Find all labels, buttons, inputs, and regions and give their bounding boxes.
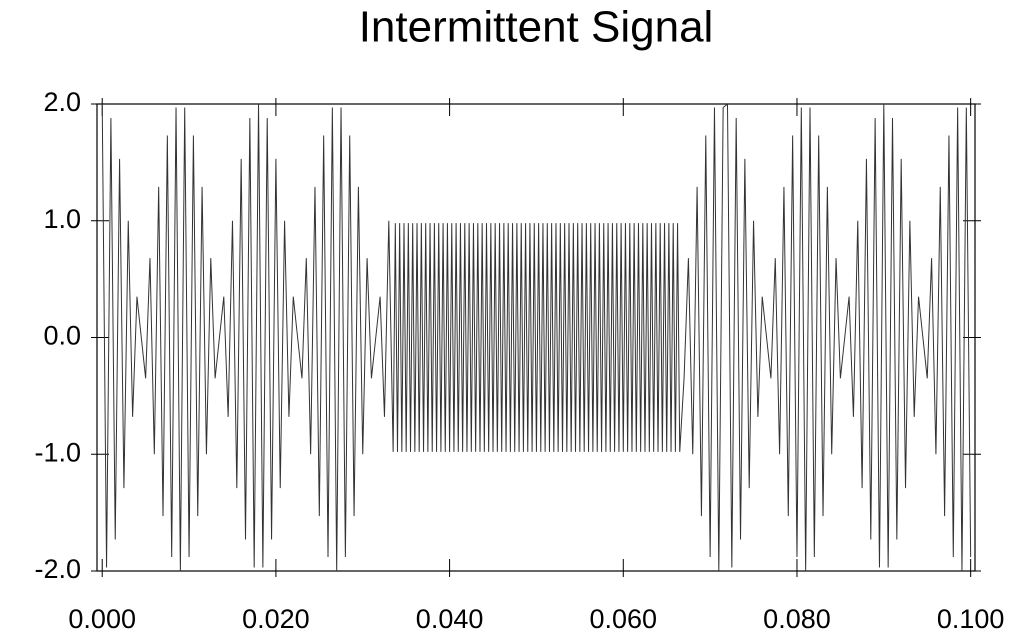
- signal-line: [101, 102, 972, 572]
- x-tick-label: 0.080: [763, 604, 831, 634]
- x-tick-label: 0.060: [589, 604, 657, 634]
- chart-title: Intermittent Signal: [359, 3, 714, 52]
- x-tick-label: 0.100: [937, 604, 1005, 634]
- x-tick-label: 0.040: [416, 604, 484, 634]
- plot-frame: [96, 103, 976, 572]
- y-tick-label: -2.0: [34, 554, 81, 584]
- y-tick-label: -1.0: [34, 437, 81, 467]
- y-tick-label: 1.0: [43, 204, 81, 234]
- x-tick-label: 0.020: [242, 604, 310, 634]
- x-tick-label: 0.000: [68, 604, 136, 634]
- y-tick-label: 2.0: [43, 87, 81, 117]
- y-tick-label: 0.0: [43, 321, 81, 351]
